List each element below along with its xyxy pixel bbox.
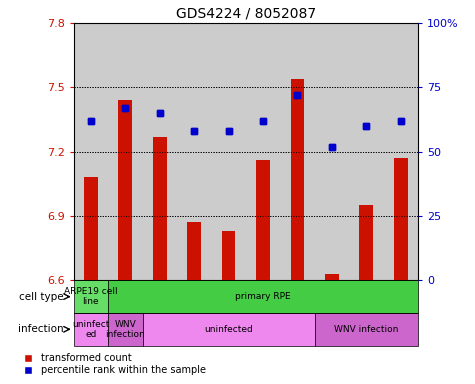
Legend: transformed count, percentile rank within the sample: transformed count, percentile rank withi… [14, 349, 209, 379]
Text: infection: infection [18, 324, 63, 334]
Bar [187, 222, 201, 280]
Bar [153, 137, 167, 280]
Bar [280, 23, 314, 280]
Bar [291, 79, 304, 280]
Bar [118, 100, 132, 280]
Text: uninfected: uninfected [204, 325, 253, 334]
Bar [108, 23, 142, 280]
Bar [360, 205, 373, 280]
Text: uninfect
ed: uninfect ed [72, 319, 110, 339]
Bar [84, 177, 98, 280]
Bar [177, 23, 211, 280]
Bar [211, 23, 246, 280]
Bar [291, 79, 304, 280]
Bar [384, 23, 418, 280]
Bar [360, 205, 373, 280]
Bar [314, 313, 418, 346]
Bar [142, 313, 314, 346]
Text: primary RPE: primary RPE [235, 292, 291, 301]
Bar [246, 23, 280, 280]
Bar [222, 231, 236, 280]
Bar [314, 23, 349, 280]
Bar [74, 313, 108, 346]
Text: WNV infection: WNV infection [334, 325, 399, 334]
Bar [325, 274, 339, 280]
Bar [256, 160, 270, 280]
Bar [74, 23, 108, 280]
Bar [394, 158, 408, 280]
Text: cell type: cell type [19, 291, 63, 302]
Bar [349, 23, 384, 280]
Bar [74, 280, 108, 313]
Bar [118, 100, 132, 280]
Bar [222, 231, 236, 280]
Bar [142, 23, 177, 280]
Bar [394, 158, 408, 280]
Title: GDS4224 / 8052087: GDS4224 / 8052087 [176, 7, 316, 20]
Bar [256, 160, 270, 280]
Bar [187, 222, 201, 280]
Bar [325, 274, 339, 280]
Text: WNV
infection: WNV infection [105, 319, 145, 339]
Bar [153, 137, 167, 280]
Text: ARPE19 cell
line: ARPE19 cell line [64, 287, 118, 306]
Bar [84, 177, 98, 280]
Bar [108, 313, 142, 346]
